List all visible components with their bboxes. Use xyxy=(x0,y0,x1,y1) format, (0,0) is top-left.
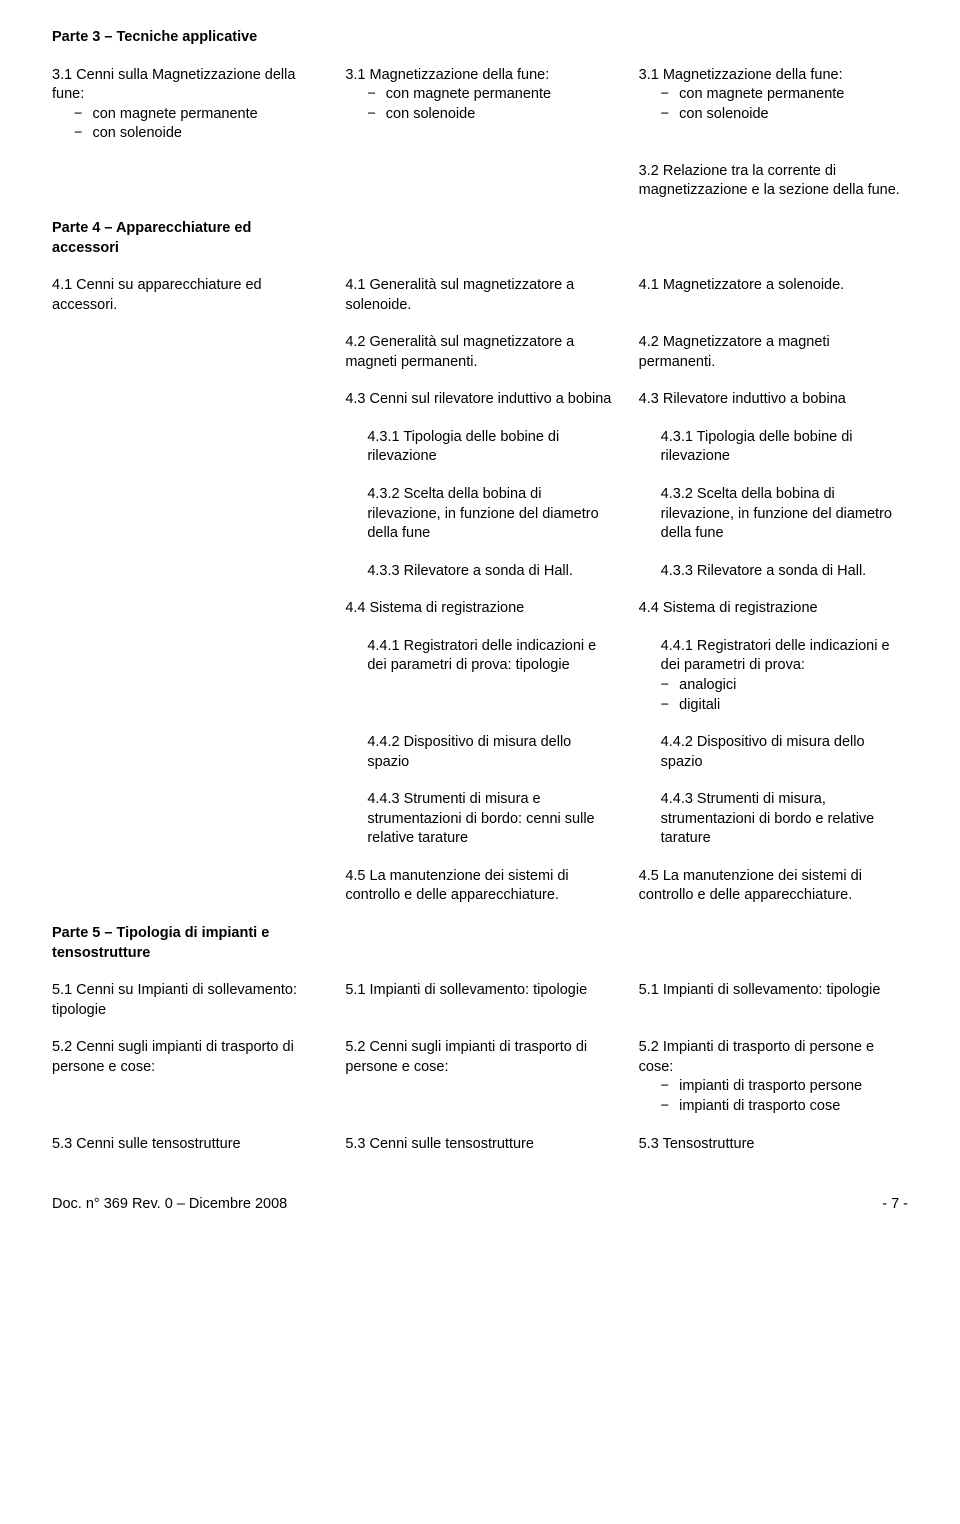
s442-b: 4.4.2 Dispositivo di misura dello spazio xyxy=(345,733,614,772)
s44-b: 4.4 Sistema di registrazione xyxy=(345,599,614,619)
dash-item: con solenoide xyxy=(74,124,321,144)
dash-item: con solenoide xyxy=(367,105,614,125)
s433-c: 4.3.3 Rilevatore a sonda di Hall. xyxy=(639,562,908,582)
s42-b: 4.2 Generalità sul magnetizzatore a magn… xyxy=(345,333,614,372)
s53-a: 5.3 Cenni sulle tensostrutture xyxy=(52,1135,321,1155)
s51-a: 5.1 Cenni su Impianti di sollevamento: t… xyxy=(52,981,321,1020)
s51-b: 5.1 Impianti di sollevamento: tipologie xyxy=(345,981,614,1001)
parte4-heading: Parte 4 – Apparecchiature ed accessori xyxy=(52,219,321,258)
dash-item: analogici xyxy=(661,676,908,696)
dash-item: impianti di trasporto cose xyxy=(661,1097,908,1117)
s31-a: 3.1 Cenni sulla Magnetizzazione della fu… xyxy=(52,66,321,105)
s42-c: 4.2 Magnetizzatore a magneti permanenti. xyxy=(639,333,908,372)
s31-c: 3.1 Magnetizzazione della fune: xyxy=(639,66,908,86)
s433-b: 4.3.3 Rilevatore a sonda di Hall. xyxy=(345,562,614,582)
s44-c: 4.4 Sistema di registrazione xyxy=(639,599,908,619)
s41-b: 4.1 Generalità sul magnetizzatore a sole… xyxy=(345,276,614,315)
s52-b: 5.2 Cenni sugli impianti di trasporto di… xyxy=(345,1038,614,1077)
s32: 3.2 Relazione tra la corrente di magneti… xyxy=(639,162,908,201)
s53-c: 5.3 Tensostrutture xyxy=(639,1135,908,1155)
s31-b: 3.1 Magnetizzazione della fune: xyxy=(345,66,614,86)
s441-b: 4.4.1 Registratori delle indicazioni e d… xyxy=(345,637,614,676)
s41-c: 4.1 Magnetizzatore a solenoide. xyxy=(639,276,908,296)
dash-item: con magnete permanente xyxy=(661,85,908,105)
s41-a: 4.1 Cenni su apparecchiature ed accessor… xyxy=(52,276,321,315)
s431-b: 4.3.1 Tipologia delle bobine di rilevazi… xyxy=(345,428,614,467)
s432-c: 4.3.2 Scelta della bobina di rilevazione… xyxy=(639,485,908,544)
s52-a: 5.2 Cenni sugli impianti di trasporto di… xyxy=(52,1038,321,1077)
footer-page-number: - 7 - xyxy=(882,1196,908,1212)
s53-b: 5.3 Cenni sulle tensostrutture xyxy=(345,1135,614,1155)
parte5-heading: Parte 5 – Tipologia di impianti e tensos… xyxy=(52,924,321,963)
s442-c: 4.4.2 Dispositivo di misura dello spazio xyxy=(639,733,908,772)
s43-c: 4.3 Rilevatore induttivo a bobina xyxy=(639,390,908,410)
s431-c: 4.3.1 Tipologia delle bobine di rilevazi… xyxy=(639,428,908,467)
s443-b: 4.4.3 Strumenti di misura e strumentazio… xyxy=(345,790,614,849)
dash-item: digitali xyxy=(661,696,908,716)
s443-c: 4.4.3 Strumenti di misura, strumentazion… xyxy=(639,790,908,849)
dash-item: con magnete permanente xyxy=(74,105,321,125)
s43-b: 4.3 Cenni sul rilevatore induttivo a bob… xyxy=(345,390,614,410)
s441-c: 4.4.1 Registratori delle indicazioni e d… xyxy=(639,637,908,676)
dash-item: con solenoide xyxy=(661,105,908,125)
s52-c: 5.2 Impianti di trasporto di persone e c… xyxy=(639,1038,908,1077)
s45-c: 4.5 La manutenzione dei sistemi di contr… xyxy=(639,867,908,906)
footer-doc-ref: Doc. n° 369 Rev. 0 – Dicembre 2008 xyxy=(52,1196,287,1212)
s51-c: 5.1 Impianti di sollevamento: tipologie xyxy=(639,981,908,1001)
dash-item: con magnete permanente xyxy=(367,85,614,105)
s432-b: 4.3.2 Scelta della bobina di rilevazione… xyxy=(345,485,614,544)
s45-b: 4.5 La manutenzione dei sistemi di contr… xyxy=(345,867,614,906)
dash-item: impianti di trasporto persone xyxy=(661,1077,908,1097)
parte3-heading: Parte 3 – Tecniche applicative xyxy=(52,28,321,48)
